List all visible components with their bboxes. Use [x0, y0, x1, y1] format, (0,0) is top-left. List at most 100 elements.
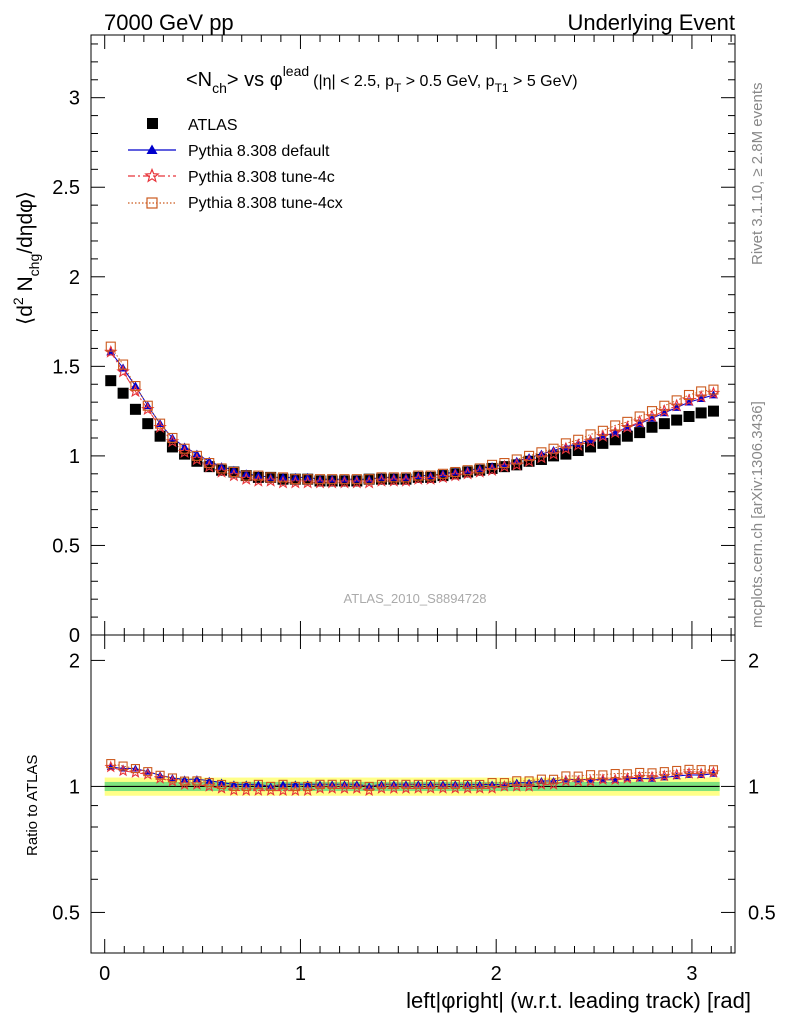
- ratio-point-pythia-8-308-tune-4cx: [376, 779, 387, 789]
- point-atlas: [572, 445, 584, 457]
- analysis-id-label: ATLAS_2010_S8894728: [344, 591, 487, 606]
- point-pythia-8-308-tune-4c: [374, 473, 389, 487]
- ratio-point-pythia-8-308-tune-4cx: [339, 779, 350, 789]
- ratio-point-pythia-8-308-tune-4cx: [536, 774, 546, 784]
- point-pythia-8-308-tune-4c: [510, 457, 524, 471]
- point-pythia-8-308-tune-4c: [128, 384, 143, 398]
- point-pythia-8-308-tune-4cx: [536, 447, 547, 458]
- ratio-point-pythia-8-308-tune-4cx: [684, 764, 694, 774]
- point-atlas: [695, 407, 707, 419]
- series-lines: [110, 346, 714, 792]
- ratio-point-pythia-8-308-tune-4cx: [278, 779, 288, 789]
- ratio-point-pythia-8-308-tune-4cx: [524, 776, 534, 786]
- y-tick-label: 3: [69, 88, 80, 110]
- point-pythia-8-308-tune-4c: [632, 414, 647, 428]
- point-atlas: [585, 441, 597, 453]
- point-pythia-8-308-tune-4cx: [634, 411, 645, 422]
- ratio-point-pythia-8-308-tune-4cx: [229, 781, 239, 791]
- point-atlas: [683, 410, 695, 422]
- point-atlas: [621, 430, 633, 442]
- point-pythia-8-308-tune-4c: [263, 473, 278, 487]
- header-right: Underlying Event: [567, 10, 735, 35]
- point-pythia-8-308-tune-4c: [645, 409, 659, 423]
- ratio-point-pythia-8-308-tune-4cx: [204, 778, 214, 788]
- ratio-point-pythia-8-308-tune-4cx: [389, 779, 399, 789]
- point-pythia-8-308-tune-4cx: [683, 389, 695, 401]
- point-pythia-8-308-tune-4cx: [708, 384, 719, 395]
- point-pythia-8-308-tune-4c: [300, 475, 315, 489]
- point-pythia-8-308-tune-4c: [669, 398, 684, 412]
- legend-label-default: Pythia 8.308 default: [188, 143, 330, 160]
- point-atlas: [646, 421, 658, 433]
- point-pythia-8-308-tune-4c: [534, 450, 549, 464]
- point-pythia-8-308-tune-4c: [522, 454, 536, 467]
- ratio-point-pythia-8-308-tune-4cx: [610, 768, 620, 779]
- point-atlas: [511, 459, 523, 471]
- legend-marker-tune4cx: [146, 197, 158, 209]
- x-tick-label: 2: [491, 963, 502, 985]
- ratio-point-pythia-8-308-tune-4cx: [180, 776, 190, 786]
- point-pythia-8-308-tune-4c: [583, 434, 598, 448]
- legend: ATLAS Pythia 8.308 default Pythia 8.308 …: [128, 117, 343, 212]
- ratio-point-pythia-8-308-tune-4cx: [143, 767, 153, 777]
- ratio-point-pythia-8-308-tune-4cx: [499, 778, 509, 788]
- point-pythia-8-308-tune-4c: [682, 393, 696, 407]
- y-tick-label: 1: [69, 446, 80, 468]
- point-atlas: [129, 403, 141, 415]
- point-pythia-8-308-tune-4cx: [585, 429, 596, 440]
- ratio-markers: [104, 759, 720, 796]
- point-atlas: [166, 441, 178, 453]
- point-pythia-8-308-tune-4c: [706, 386, 721, 399]
- point-pythia-8-308-tune-4cx: [290, 474, 301, 485]
- ratio-point-pythia-8-308-tune-4cx: [217, 779, 227, 790]
- point-pythia-8-308-tune-4c: [473, 464, 487, 478]
- ratio-point-pythia-8-308-tune-4cx: [512, 776, 522, 786]
- point-atlas: [203, 461, 215, 473]
- ratio-point-pythia-8-308-default: [500, 780, 509, 788]
- point-pythia-8-308-tune-4c: [251, 473, 266, 487]
- point-pythia-8-308-tune-4cx: [179, 443, 190, 454]
- point-pythia-8-308-tune-4c: [337, 475, 352, 489]
- point-pythia-8-308-tune-4c: [485, 463, 499, 476]
- point-pythia-8-308-tune-4cx: [388, 472, 399, 483]
- point-pythia-8-308-tune-4cx: [351, 474, 362, 485]
- point-pythia-8-308-tune-4cx: [339, 474, 350, 485]
- legend-marker-tune4c: [144, 167, 160, 183]
- point-pythia-8-308-tune-4cx: [413, 470, 424, 481]
- ratio-point-pythia-8-308-tune-4cx: [401, 779, 411, 789]
- point-pythia-8-308-tune-4c: [276, 475, 290, 489]
- point-pythia-8-308-tune-4cx: [142, 400, 153, 411]
- point-atlas: [658, 418, 670, 430]
- ratio-point-pythia-8-308-default: [279, 780, 288, 788]
- point-pythia-8-308-tune-4c: [571, 438, 585, 451]
- point-atlas: [117, 387, 129, 399]
- ratio-point-pythia-8-308-tune-4cx: [622, 769, 632, 779]
- legend-label-tune4cx: Pythia 8.308 tune-4cx: [188, 195, 343, 212]
- y-tick-label: 0: [69, 625, 80, 647]
- point-pythia-8-308-tune-4cx: [364, 474, 375, 485]
- point-pythia-8-308-tune-4cx: [597, 425, 608, 436]
- point-pythia-8-308-tune-4c: [313, 475, 327, 489]
- ratio-point-pythia-8-308-tune-4cx: [426, 779, 436, 789]
- point-atlas: [597, 437, 609, 449]
- point-pythia-8-308-tune-4c: [399, 473, 413, 487]
- ratio-point-pythia-8-308-tune-4cx: [438, 779, 448, 789]
- series-line-pythia-8-308-tune-4cx: [110, 346, 714, 480]
- point-pythia-8-308-tune-4c: [239, 472, 253, 485]
- ratio-point-pythia-8-308-tune-4cx: [118, 761, 128, 771]
- point-pythia-8-308-tune-4cx: [105, 341, 116, 352]
- data-markers: [104, 341, 721, 489]
- point-pythia-8-308-tune-4cx: [376, 472, 387, 483]
- legend-label-atlas: ATLAS: [188, 117, 238, 134]
- ratio-point-pythia-8-308-tune-4cx: [463, 779, 473, 789]
- y-tick-label: 1.5: [52, 356, 80, 378]
- ratio-point-pythia-8-308-tune-4cx: [327, 779, 337, 789]
- point-pythia-8-308-tune-4cx: [696, 386, 707, 397]
- point-pythia-8-308-tune-4cx: [450, 466, 461, 478]
- ratio-point-pythia-8-308-tune-4cx: [647, 768, 657, 778]
- ratio-point-pythia-8-308-tune-4cx: [315, 779, 325, 789]
- chart-title: <Nch> vs φlead(|η| < 2.5, pT > 0.5 GeV, …: [186, 63, 578, 96]
- x-axis-label: left|φright| (w.r.t. leading track) [rad…: [406, 988, 751, 1013]
- ratio-point-pythia-8-308-tune-4cx: [487, 778, 497, 788]
- point-pythia-8-308-tune-4c: [497, 459, 512, 473]
